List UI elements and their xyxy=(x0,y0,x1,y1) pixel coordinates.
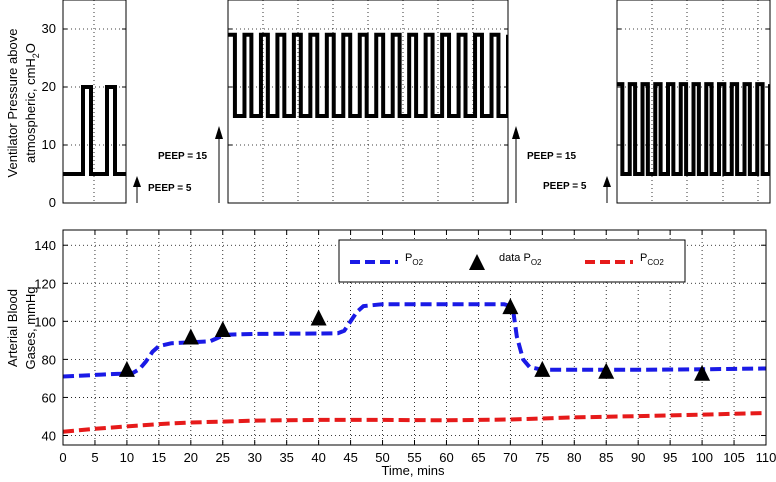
svg-text:PEEP = 5: PEEP = 5 xyxy=(543,181,587,192)
legend: PO2 data PO2 PCO2 xyxy=(338,239,686,283)
svg-text:PCO2: PCO2 xyxy=(640,252,664,267)
xtick-label: 60 xyxy=(439,450,453,465)
bloodgas-chart: Arterial Blood Gases, mmHg Time, mins 0 5… xyxy=(5,229,776,478)
peep-annotation-left: PEEP = 5 xyxy=(133,176,192,203)
ytick-label: 80 xyxy=(42,352,56,367)
xtick-label: 90 xyxy=(631,450,645,465)
data-po2-marker xyxy=(534,360,551,377)
xtick-label: 95 xyxy=(663,450,677,465)
legend-po2: PO2 xyxy=(350,252,424,267)
xtick-label: 45 xyxy=(343,450,357,465)
ventilator-ytick-label: 20 xyxy=(42,79,56,94)
xtick-label: 15 xyxy=(152,450,166,465)
xtick-label: 85 xyxy=(599,450,613,465)
data-po2-marker xyxy=(182,328,199,345)
xtick-label: 25 xyxy=(216,450,230,465)
bloodgas-ylabel-line1: Arterial Blood xyxy=(5,289,20,367)
xtick-label: 55 xyxy=(407,450,421,465)
panel-frame xyxy=(62,0,127,204)
data-po2-marker xyxy=(502,298,519,315)
xtick-label: 105 xyxy=(723,450,745,465)
xtick-label: 35 xyxy=(279,450,293,465)
bloodgas-ylabel-line2: Gases, mmHg xyxy=(23,286,38,369)
svg-text:data PO2: data PO2 xyxy=(499,252,542,267)
peep-annotation-right: PEEP = 5 xyxy=(543,176,611,203)
xtick-label: 65 xyxy=(471,450,485,465)
xtick-label: 100 xyxy=(691,450,713,465)
data-po2-marker xyxy=(214,320,231,337)
peep-annotation-mid-right: PEEP = 15 xyxy=(512,126,576,203)
xtick-label: 40 xyxy=(311,450,325,465)
ventilator-ytick-label: 30 xyxy=(42,21,56,36)
legend-pco2: PCO2 xyxy=(585,252,664,267)
xtick-label: 70 xyxy=(503,450,517,465)
data-po2-marker xyxy=(694,364,711,381)
svg-text:PO2: PO2 xyxy=(405,252,424,267)
svg-text:PEEP = 15: PEEP = 15 xyxy=(158,151,207,162)
xtick-label: 75 xyxy=(535,450,549,465)
peep-annotation-mid-left: PEEP = 15 xyxy=(158,126,223,203)
ventilator-ylabel-units: atmospheric, cmH2O xyxy=(23,43,41,163)
data-po2-marker xyxy=(598,362,615,379)
data-po2-marker xyxy=(118,360,135,377)
panel-frame xyxy=(616,0,771,204)
ventilator-chart: Ventilator Pressure above atmospheric, c… xyxy=(5,0,771,210)
bloodgas-xlabel: Time, mins xyxy=(381,463,445,478)
xtick-label: 80 xyxy=(567,450,581,465)
series-pco2 xyxy=(62,411,767,434)
xtick-label: 50 xyxy=(375,450,389,465)
xtick-label: 110 xyxy=(756,450,776,465)
svg-text:PEEP = 15: PEEP = 15 xyxy=(527,151,576,162)
pressure-waveform xyxy=(63,85,126,176)
ventilator-ylabel: Ventilator Pressure above xyxy=(5,29,20,178)
ytick-label: 40 xyxy=(42,428,56,443)
xtick-label: 30 xyxy=(247,450,261,465)
pressure-waveform xyxy=(228,32,508,118)
pressure-waveform xyxy=(617,82,770,176)
svg-text:PEEP = 5: PEEP = 5 xyxy=(148,183,192,194)
panel-left xyxy=(62,0,127,204)
ytick-label: 140 xyxy=(34,238,56,253)
panel-frame xyxy=(227,0,509,204)
ytick-label: 100 xyxy=(34,314,56,329)
legend-data-po2: data PO2 xyxy=(469,252,542,270)
ventilator-ytick-label: 0 xyxy=(49,195,56,210)
data-po2-marker xyxy=(310,309,327,326)
xtick-label: 20 xyxy=(184,450,198,465)
ytick-label: 60 xyxy=(42,390,56,405)
xtick-label: 10 xyxy=(120,450,134,465)
xtick-label: 0 xyxy=(59,450,66,465)
xtick-label: 5 xyxy=(91,450,98,465)
ventilator-ytick-label: 10 xyxy=(42,137,56,152)
series-po2 xyxy=(62,302,767,379)
ytick-label: 120 xyxy=(34,276,56,291)
panel-right xyxy=(616,0,771,204)
panel-middle xyxy=(227,0,509,204)
